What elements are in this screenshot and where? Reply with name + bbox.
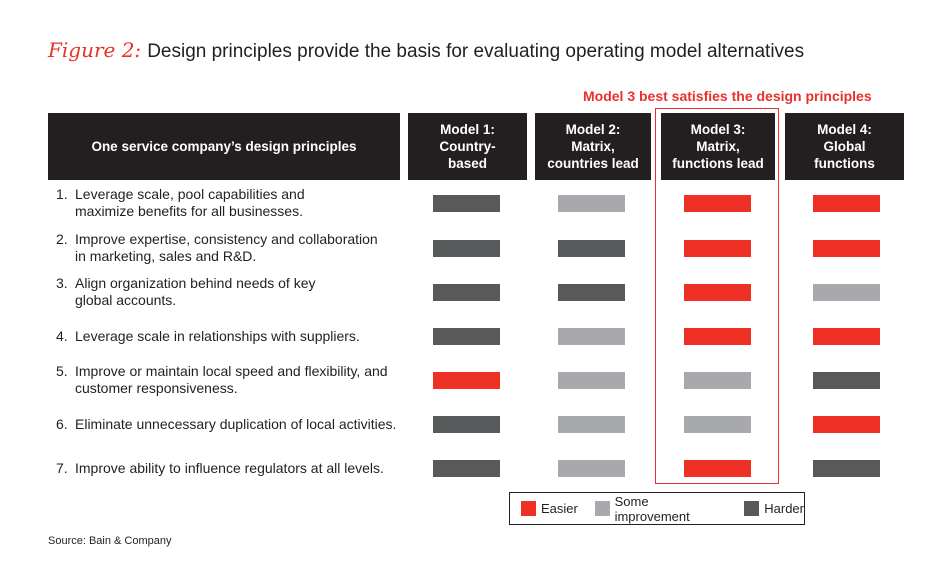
- rating-bar-harder: [433, 283, 500, 301]
- principle-line-1: Leverage scale in relationships with sup…: [75, 327, 360, 344]
- rating-bar-harder: [433, 415, 500, 433]
- rating-bar-some: [558, 194, 625, 212]
- legend-some: Some improvement: [594, 493, 725, 524]
- rating-bar-harder: [433, 194, 500, 212]
- rating-bar-easier: [433, 371, 500, 389]
- figure-number: Figure 2:: [48, 38, 142, 62]
- rating-bar-harder: [558, 239, 625, 257]
- header-model-4: Model 4: Global functions: [785, 113, 904, 180]
- legend-easier: Easier: [521, 501, 578, 516]
- rating-bar-easier: [684, 239, 751, 257]
- principle-line-1: Leverage scale, pool capabilities and: [75, 186, 305, 202]
- principle-row-label: 6. Eliminate unnecessary duplication of l…: [56, 416, 416, 433]
- legend-swatch-easier: [521, 501, 536, 516]
- rating-bar-harder: [813, 459, 880, 477]
- header-model-4-label: Model 4: Global functions: [814, 122, 875, 171]
- principle-number: 1.: [56, 186, 68, 202]
- rating-bar-easier: [813, 327, 880, 345]
- principle-line-2: global accounts.: [75, 292, 177, 308]
- header-model-2-label: Model 2: Matrix, countries lead: [547, 122, 639, 171]
- model-3-highlight-box: [655, 108, 779, 484]
- legend: Easier Some improvement Harder: [509, 492, 805, 525]
- principle-number: 3.: [56, 275, 68, 291]
- rating-bar-some: [684, 415, 751, 433]
- principle-line-2: maximize benefits for all businesses.: [75, 203, 303, 219]
- rating-bar-easier: [813, 239, 880, 257]
- source-note: Source: Bain & Company: [48, 535, 172, 547]
- principle-line-1: Eliminate unnecessary duplication of loc…: [75, 415, 397, 432]
- principle-line-1: Improve ability to influence regulators …: [75, 459, 384, 476]
- header-model-3-label: Model 3: Matrix, functions lead: [672, 122, 764, 171]
- principle-line-2: customer responsiveness.: [75, 380, 238, 396]
- principle-line-2: in marketing, sales and R&D.: [75, 248, 257, 264]
- rating-bar-harder: [433, 327, 500, 345]
- rating-bar-some: [813, 283, 880, 301]
- rating-bar-harder: [558, 283, 625, 301]
- legend-label-some: Some improvement: [614, 493, 690, 524]
- principle-number: 7.: [56, 459, 68, 476]
- principle-line-1: Improve or maintain local speed and flex…: [75, 363, 388, 379]
- rating-bar-easier: [813, 415, 880, 433]
- rating-bar-some: [558, 415, 625, 433]
- rating-bar-easier: [684, 283, 751, 301]
- legend-swatch-harder: [744, 501, 760, 516]
- principle-row-label: 3. Align organization behind needs of key…: [56, 275, 416, 309]
- principle-row-label: 4. Leverage scale in relationships with s…: [56, 328, 416, 345]
- header-principles-label: One service company’s design principles: [91, 139, 357, 154]
- legend-label-easier: Easier: [541, 501, 578, 516]
- principle-row-label: 7. Improve ability to influence regulator…: [56, 460, 416, 477]
- legend-harder: Harder: [744, 501, 804, 516]
- rating-bar-harder: [433, 239, 500, 257]
- rating-bar-harder: [433, 459, 500, 477]
- title-text: Design principles provide the basis for …: [147, 41, 805, 62]
- header-model-1: Model 1: Country- based: [408, 113, 527, 180]
- principle-number: 2.: [56, 231, 68, 247]
- rating-bar-some: [558, 327, 625, 345]
- legend-swatch-some: [594, 501, 610, 516]
- principle-line-1: Improve expertise, consistency and colla…: [75, 231, 378, 247]
- principle-number: 6.: [56, 415, 68, 432]
- principle-row-label: 5. Improve or maintain local speed and fl…: [56, 363, 416, 397]
- rating-bar-some: [558, 371, 625, 389]
- header-principles: One service company’s design principles: [48, 113, 400, 180]
- header-model-1-label: Model 1: Country- based: [439, 122, 496, 171]
- legend-label-harder: Harder: [764, 501, 804, 516]
- principle-row-label: 2. Improve expertise, consistency and col…: [56, 231, 416, 265]
- rating-bar-easier: [684, 459, 751, 477]
- header-model-3: Model 3: Matrix, functions lead: [661, 113, 775, 180]
- header-model-2: Model 2: Matrix, countries lead: [535, 113, 651, 180]
- principle-number: 4.: [56, 327, 68, 344]
- rating-bar-easier: [684, 194, 751, 212]
- principle-number: 5.: [56, 363, 68, 379]
- figure-title: Figure 2: Design principles provide the b…: [48, 38, 804, 63]
- principle-line-1: Align organization behind needs of key: [75, 275, 316, 291]
- rating-bar-easier: [813, 194, 880, 212]
- rating-bar-some: [558, 459, 625, 477]
- principle-row-label: 1. Leverage scale, pool capabilities and m…: [56, 186, 416, 220]
- rating-bar-harder: [813, 371, 880, 389]
- callout-text: Model 3 best satisfies the design princi…: [583, 88, 872, 104]
- rating-bar-easier: [684, 327, 751, 345]
- rating-bar-some: [684, 371, 751, 389]
